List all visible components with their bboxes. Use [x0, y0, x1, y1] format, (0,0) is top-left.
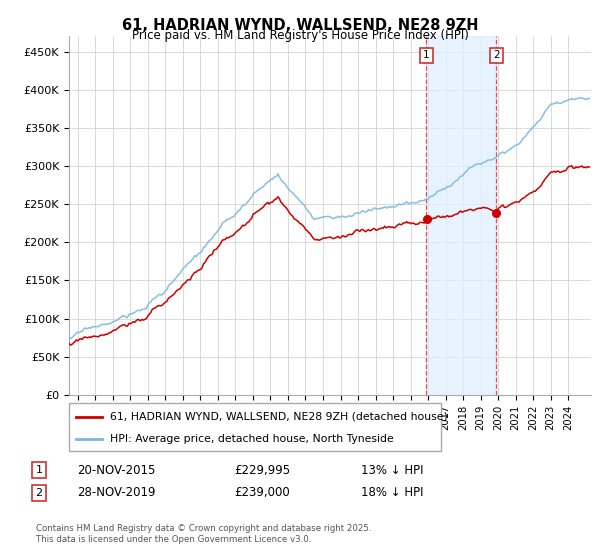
Text: 28-NOV-2019: 28-NOV-2019 [77, 486, 155, 499]
Text: 61, HADRIAN WYND, WALLSEND, NE28 9ZH: 61, HADRIAN WYND, WALLSEND, NE28 9ZH [122, 18, 478, 33]
Text: 13% ↓ HPI: 13% ↓ HPI [361, 464, 424, 477]
Bar [427, 36, 496, 395]
FancyBboxPatch shape [69, 403, 441, 451]
Text: 2: 2 [35, 488, 43, 498]
Text: Price paid vs. HM Land Registry's House Price Index (HPI): Price paid vs. HM Land Registry's House … [131, 29, 469, 42]
Text: 1: 1 [423, 50, 430, 60]
Text: £229,995: £229,995 [234, 464, 290, 477]
Text: 18% ↓ HPI: 18% ↓ HPI [361, 486, 424, 499]
Text: £239,000: £239,000 [234, 486, 290, 499]
Text: HPI: Average price, detached house, North Tyneside: HPI: Average price, detached house, Nort… [110, 434, 394, 444]
Text: 2: 2 [493, 50, 500, 60]
Text: 1: 1 [35, 465, 43, 475]
Text: 61, HADRIAN WYND, WALLSEND, NE28 9ZH (detached house): 61, HADRIAN WYND, WALLSEND, NE28 9ZH (de… [110, 412, 448, 422]
Text: 20-NOV-2015: 20-NOV-2015 [77, 464, 155, 477]
Text: Contains HM Land Registry data © Crown copyright and database right 2025.
This d: Contains HM Land Registry data © Crown c… [35, 524, 371, 544]
